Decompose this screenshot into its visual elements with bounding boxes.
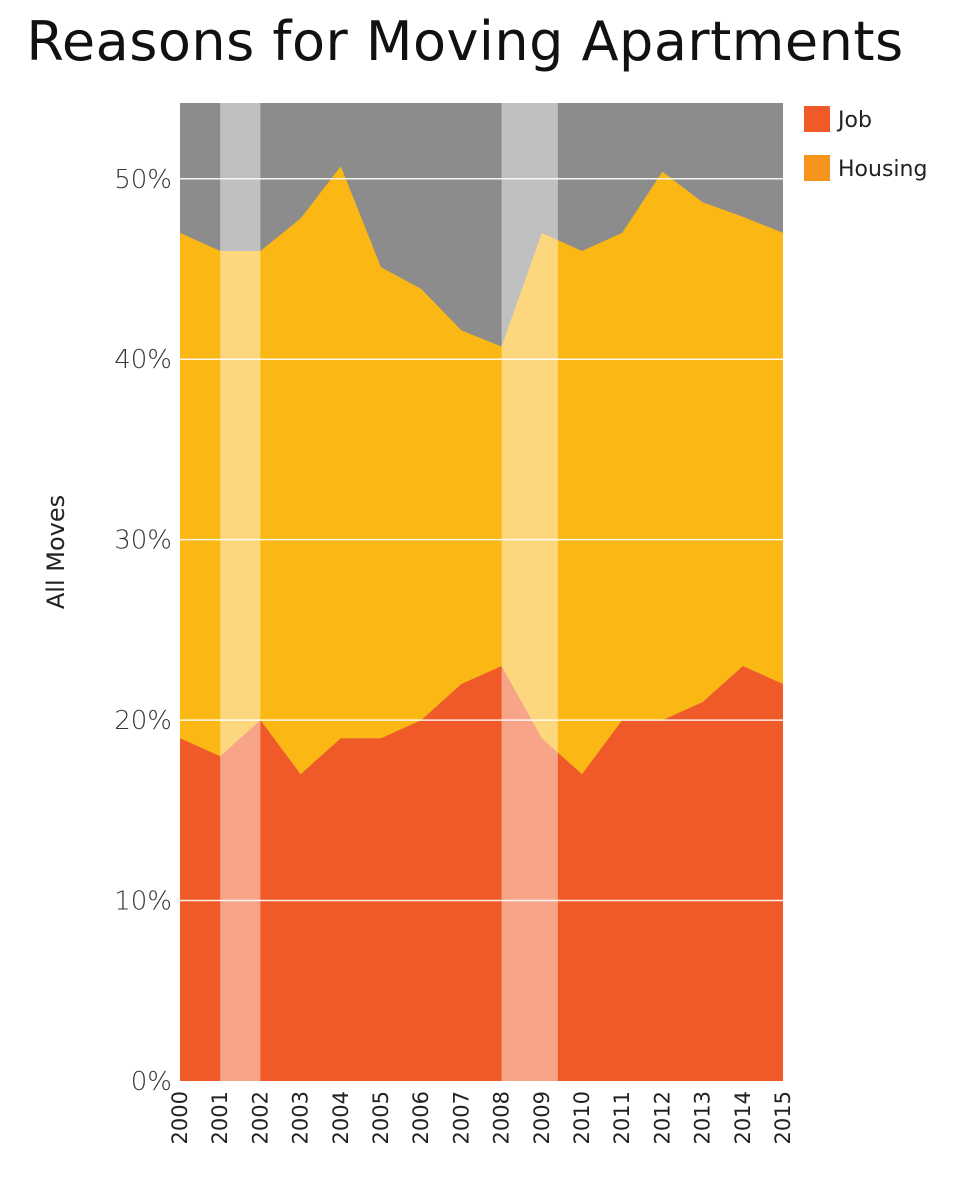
shaded-period-1 <box>220 103 261 1081</box>
legend-swatch-job <box>804 106 830 132</box>
y-tick-label: 0% <box>131 1067 172 1097</box>
area-series-housing <box>180 166 783 775</box>
x-tick-label: 2005 <box>369 1091 393 1144</box>
y-tick-label: 40% <box>114 345 172 375</box>
x-tick-label: 2012 <box>650 1091 674 1144</box>
y-tick-label: 20% <box>114 706 172 736</box>
gridlines <box>180 178 783 902</box>
y-axis-ticks: 0% 10% 20% 30% 40% 50% <box>114 165 172 1097</box>
x-tick-label: 2006 <box>409 1091 433 1144</box>
legend-label-job: Job <box>836 108 872 133</box>
x-tick-label: 2007 <box>449 1091 473 1144</box>
x-tick-label: 2010 <box>570 1091 594 1144</box>
recession-shading <box>220 103 558 1081</box>
x-tick-label: 2004 <box>329 1091 353 1144</box>
y-axis-label: All Moves <box>42 495 70 609</box>
stacked-areas <box>180 166 783 1081</box>
x-tick-label: 2002 <box>248 1091 272 1144</box>
y-tick-label: 50% <box>114 165 172 195</box>
x-axis-ticks: 2000 2001 2002 2003 2004 2005 2006 2007 2008 2009… <box>168 1091 795 1144</box>
x-tick-label: 2000 <box>168 1091 192 1144</box>
legend-label-housing: Housing <box>838 157 927 182</box>
x-tick-label: 2008 <box>490 1091 514 1144</box>
x-tick-label: 2015 <box>771 1091 795 1144</box>
x-tick-label: 2009 <box>530 1091 554 1144</box>
x-tick-label: 2011 <box>610 1091 634 1144</box>
area-series-job <box>180 666 783 1081</box>
x-tick-label: 2001 <box>208 1091 232 1144</box>
y-tick-label: 10% <box>114 887 172 917</box>
x-tick-label: 2003 <box>289 1091 313 1144</box>
x-tick-label: 2013 <box>691 1091 715 1144</box>
chart-title: Reasons for Moving Apartments <box>26 10 904 73</box>
legend-swatch-housing <box>804 155 830 181</box>
shaded-period-2 <box>501 103 558 1081</box>
y-tick-label: 30% <box>114 526 172 556</box>
legend: Job Housing <box>804 106 927 182</box>
x-tick-label: 2014 <box>731 1091 755 1144</box>
